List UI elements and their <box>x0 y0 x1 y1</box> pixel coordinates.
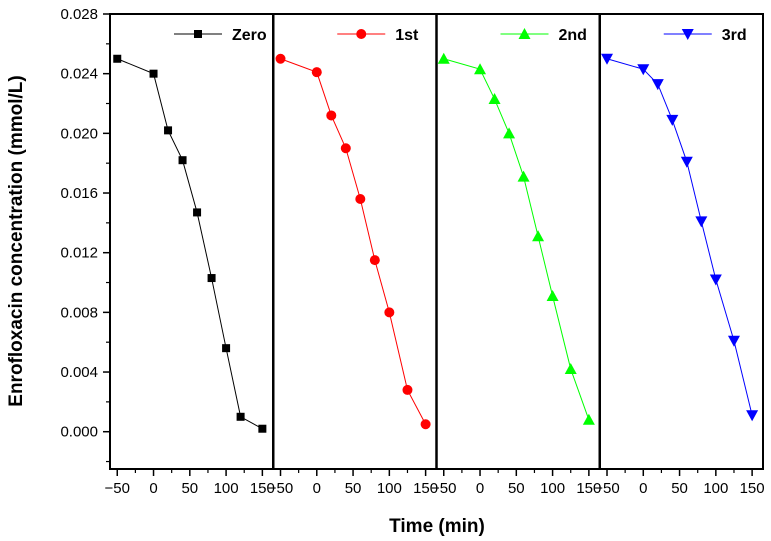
data-point <box>532 230 545 242</box>
x-tick-label: 100 <box>214 480 239 497</box>
data-point <box>369 255 380 266</box>
panels-layer <box>109 13 764 470</box>
legend-label: 1st <box>395 27 419 44</box>
legend-marker <box>194 30 202 38</box>
x-tick-label: −50 <box>431 480 456 497</box>
y-tick-label: 0.008 <box>60 304 98 321</box>
data-point <box>258 424 267 433</box>
data-point <box>340 143 351 154</box>
data-point <box>727 335 740 347</box>
x-tick-label: 100 <box>540 480 565 497</box>
x-tick-label: 0 <box>476 480 484 497</box>
legend-item-3rd: 3rd <box>663 27 747 44</box>
x-tick-label: −50 <box>594 480 619 497</box>
legend-marker <box>518 28 531 39</box>
legend-item-2nd: 2nd <box>500 27 587 44</box>
x-tick-label: 100 <box>377 480 402 497</box>
legend-marker <box>681 29 694 40</box>
y-tick-label: 0.012 <box>60 245 98 262</box>
data-point <box>746 410 759 422</box>
data-point <box>207 274 216 283</box>
data-point <box>275 53 286 64</box>
y-tick-label: 0.024 <box>60 66 98 83</box>
data-point <box>546 289 559 301</box>
x-tick-label: 150 <box>413 480 438 497</box>
series-3rd <box>601 53 759 422</box>
series-layer <box>113 52 759 433</box>
data-point <box>437 52 450 64</box>
series-2nd <box>437 52 595 425</box>
x-tick-label: 50 <box>671 480 688 497</box>
data-point <box>666 114 679 126</box>
data-point <box>326 110 337 121</box>
x-tick-label: 150 <box>576 480 601 497</box>
legend-layer: Zero 1st 2nd 3rd <box>174 27 747 44</box>
data-point <box>564 363 577 375</box>
x-tick-label: 100 <box>703 480 728 497</box>
series-line <box>443 58 590 420</box>
legend-item-1st: 1st <box>337 27 419 44</box>
data-point <box>149 69 158 78</box>
x-tick-label: 0 <box>149 480 157 497</box>
x-tick-label: −50 <box>105 480 130 497</box>
data-point <box>193 208 202 217</box>
legend-label: 3rd <box>722 27 747 44</box>
y-axis-title: Enrofloxacin concentration (mmol/L) <box>6 75 27 406</box>
series-1st <box>275 53 431 430</box>
data-point <box>488 93 501 105</box>
data-point <box>178 156 187 165</box>
data-point <box>420 419 431 430</box>
data-point <box>236 412 245 421</box>
data-point <box>709 274 722 286</box>
data-point <box>222 344 231 353</box>
series-line <box>280 58 427 425</box>
y-tick-label: 0.028 <box>60 6 98 23</box>
x-tick-label: 150 <box>250 480 275 497</box>
x-tick-label: 50 <box>181 480 198 497</box>
y-tick-label: 0.004 <box>60 364 98 381</box>
series-line <box>117 58 263 430</box>
data-point <box>355 193 366 204</box>
axes-layer: 0.000 0.004 0.008 0.012 0.016 0.020 0.024 0.028… <box>60 6 764 497</box>
x-tick-label: 0 <box>639 480 647 497</box>
x-tick-label: 150 <box>740 480 765 497</box>
legend-label: 2nd <box>559 27 587 44</box>
x-tick-label: 50 <box>345 480 362 497</box>
legend-label: Zero <box>232 27 267 44</box>
data-point <box>113 54 122 63</box>
data-point <box>311 67 322 78</box>
series-line <box>606 58 753 416</box>
data-point <box>517 170 530 182</box>
data-point <box>384 307 395 318</box>
x-tick-label: −50 <box>268 480 293 497</box>
data-point <box>695 216 708 228</box>
x-tick-label: 0 <box>313 480 321 497</box>
data-point <box>601 53 614 65</box>
data-point <box>651 79 664 91</box>
data-point <box>680 156 693 168</box>
data-point <box>474 63 487 75</box>
x-tick-label: 50 <box>508 480 525 497</box>
y-tick-label: 0.016 <box>60 185 98 202</box>
data-point <box>503 127 516 139</box>
x-axis-title: Time (min) <box>389 516 485 537</box>
y-tick-label: 0.000 <box>60 424 98 441</box>
data-point <box>637 64 650 76</box>
data-point <box>164 126 173 135</box>
data-point <box>582 413 595 425</box>
data-point <box>402 384 413 395</box>
y-tick-label: 0.020 <box>60 125 98 142</box>
series-zero <box>113 54 267 433</box>
legend-item-zero: Zero <box>174 27 267 44</box>
legend-marker <box>356 29 367 39</box>
